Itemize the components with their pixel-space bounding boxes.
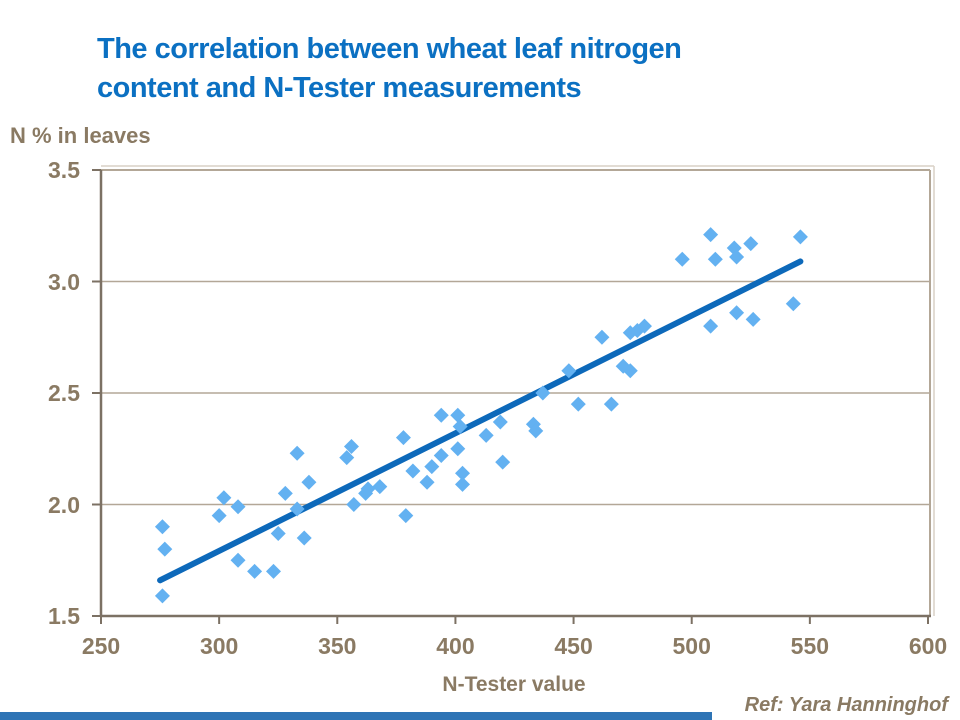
scatter-point — [603, 396, 619, 412]
x-tick-label: 350 — [318, 633, 357, 659]
x-axis-title: N-Tester value — [442, 673, 586, 696]
scatter-point — [398, 508, 414, 524]
scatter-point — [478, 427, 494, 443]
scatter-point — [230, 499, 246, 515]
scatter-point — [535, 385, 551, 401]
reference-text: Ref: Yara Hanninghof — [744, 694, 948, 716]
x-tick-label: 450 — [554, 633, 593, 659]
scatter-point — [785, 296, 801, 312]
scatter-point — [339, 450, 355, 466]
scatter-point — [433, 447, 449, 463]
scatter-point — [372, 479, 388, 495]
x-tick-label: 300 — [199, 633, 239, 659]
scatter-point — [211, 508, 227, 524]
slide-title-line2: content and N-Tester measurements — [97, 72, 582, 104]
scatter-point — [277, 485, 293, 501]
scatter-point — [419, 474, 435, 490]
x-tick-label: 600 — [908, 633, 948, 659]
y-tick-label: 2.0 — [48, 491, 80, 518]
scatter-point — [154, 588, 170, 604]
bottom-accent-bar — [0, 712, 712, 720]
scatter-point — [729, 305, 745, 321]
scatter-point — [594, 329, 610, 345]
y-axis-title: N % in leaves — [10, 123, 151, 148]
scatter-point — [703, 227, 719, 243]
scatter-point — [301, 474, 317, 490]
scatter-point — [745, 311, 761, 327]
scatter-point — [247, 563, 263, 579]
x-tick-label: 550 — [790, 633, 830, 659]
scatter-point — [216, 490, 232, 506]
y-tick-label: 3.0 — [48, 268, 80, 295]
scatter-point — [792, 229, 808, 245]
scatter-point — [455, 465, 471, 481]
scatter-point — [296, 530, 312, 546]
scatter-point — [703, 318, 719, 334]
scatter-point — [636, 318, 652, 334]
y-tick-label: 1.5 — [48, 603, 80, 629]
scatter-point — [450, 407, 466, 423]
scatter-point — [528, 423, 544, 439]
scatter-point — [154, 519, 170, 535]
scatter-point — [424, 459, 440, 475]
scatter-point — [343, 439, 359, 455]
scatter-point — [405, 463, 421, 479]
scatter-point — [570, 396, 586, 412]
scatter-point — [360, 481, 376, 497]
y-tick-label: 2.5 — [48, 380, 80, 406]
scatter-point — [455, 476, 471, 492]
scatter-point — [289, 445, 305, 461]
scatter-point — [450, 441, 466, 457]
scatter-point — [157, 541, 173, 557]
y-tick-label: 3.5 — [48, 157, 80, 183]
scatter-point — [452, 418, 468, 434]
trend-line — [157, 258, 804, 584]
scatter-point — [346, 497, 362, 512]
scatter-point — [230, 552, 246, 568]
scatter-point — [270, 525, 286, 541]
x-tick-label: 250 — [81, 633, 121, 659]
slide-title: The correlation between wheat leaf nitro… — [97, 30, 817, 108]
scatter-point — [433, 407, 449, 423]
scatter-point — [495, 454, 511, 470]
scatter-point — [265, 563, 281, 579]
scatter-point — [561, 363, 577, 379]
slide-title-line1: The correlation between wheat leaf nitro… — [97, 33, 682, 65]
scatter-point — [492, 414, 508, 430]
x-tick-label: 500 — [672, 633, 711, 659]
scatter-point — [729, 249, 745, 265]
x-tick-label: 400 — [436, 633, 475, 659]
scatter-point — [289, 501, 305, 517]
scatter-point — [622, 363, 638, 379]
scatter-point — [707, 251, 723, 267]
scatter-point — [674, 251, 690, 267]
scatter-point — [743, 236, 759, 252]
scatter-point — [395, 430, 411, 446]
